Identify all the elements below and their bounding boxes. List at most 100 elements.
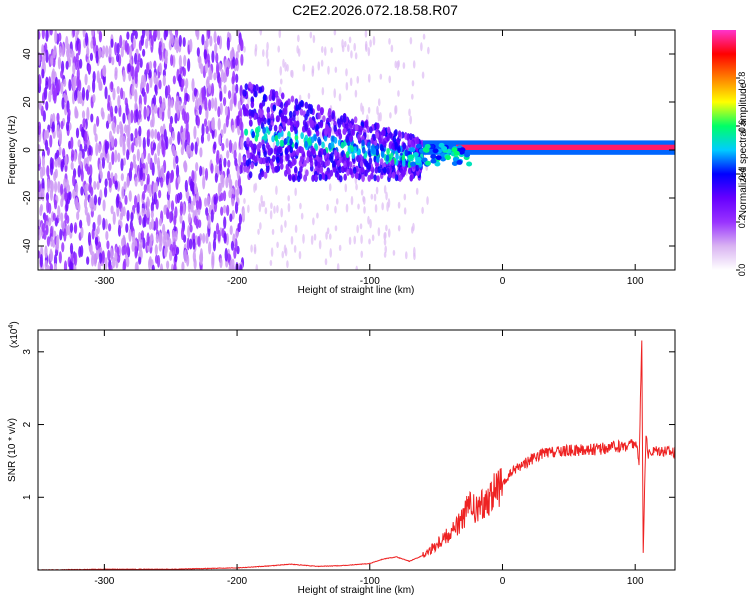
heatmap-cell	[129, 161, 134, 171]
heatmap-cell	[234, 179, 239, 188]
heatmap-cell	[198, 219, 202, 229]
heatmap-cell	[327, 65, 330, 75]
heatmap-cell	[258, 173, 262, 181]
heatmap-cell	[75, 127, 80, 139]
heatmap-cell	[116, 42, 120, 55]
heatmap-cell	[107, 101, 111, 111]
heatmap-cell	[242, 209, 246, 220]
heatmap-cell	[396, 60, 400, 71]
heatmap-cell	[65, 198, 69, 212]
heatmap-cell	[136, 201, 140, 214]
heatmap-cell	[185, 120, 189, 134]
heatmap-cell	[208, 241, 212, 255]
heatmap-cell	[43, 86, 48, 100]
heatmap-cell	[128, 190, 132, 202]
heatmap-cell	[45, 224, 49, 236]
heatmap-cell	[65, 121, 70, 132]
heatmap-cell	[323, 46, 327, 57]
heatmap-cell	[106, 152, 110, 164]
heatmap-cell	[104, 178, 108, 188]
heatmap-cell	[204, 168, 209, 181]
heatmap-cell	[250, 96, 255, 104]
heatmap-cell	[56, 112, 60, 123]
heatmap-cell	[409, 174, 413, 182]
heatmap-cell	[377, 112, 381, 122]
heatmap-cell	[284, 169, 288, 177]
heatmap-cell	[46, 199, 50, 213]
heatmap-cell	[51, 121, 55, 133]
heatmap-cell	[235, 188, 239, 202]
heatmap-cell	[182, 203, 186, 216]
heatmap-cell	[177, 131, 181, 145]
heatmap-cell	[109, 105, 114, 118]
heatmap-cell	[108, 45, 112, 58]
heatmap-cell	[245, 109, 250, 117]
heatmap-cell	[154, 104, 158, 114]
heatmap-cell	[369, 218, 372, 229]
heatmap-cell	[92, 79, 96, 93]
heatmap-cell	[93, 123, 97, 136]
heatmap-cell	[154, 153, 158, 165]
heatmap-cell	[101, 250, 105, 264]
heatmap-cell	[295, 120, 300, 128]
heatmap-cell	[316, 104, 321, 112]
heatmap-cell	[72, 62, 76, 75]
heatmap-cell	[343, 40, 347, 48]
heatmap-cell	[41, 56, 45, 67]
heatmap-cell	[360, 189, 364, 196]
heatmap-cell	[225, 138, 229, 149]
heatmap-cell	[217, 182, 222, 196]
heatmap-cell	[284, 220, 287, 228]
heatmap-cell	[38, 30, 41, 40]
heatmap-cell	[231, 198, 235, 207]
heatmap-cell	[53, 45, 57, 56]
heatmap-cell	[128, 228, 132, 242]
heatmap-cell	[214, 97, 218, 112]
heatmap-cell	[403, 193, 407, 201]
heatmap-cell	[276, 205, 279, 214]
heatmap-cell	[453, 150, 460, 156]
heatmap-cell	[107, 170, 111, 181]
heatmap-cell	[319, 166, 324, 174]
heatmap-cell	[127, 113, 132, 126]
heatmap-cell	[117, 95, 121, 108]
heatmap-cell	[219, 257, 223, 269]
heatmap-cell	[45, 30, 49, 42]
heatmap-cell	[233, 247, 237, 259]
heatmap-cell	[131, 66, 135, 80]
heatmap-cell	[229, 50, 234, 61]
heatmap-cell	[38, 125, 41, 135]
heatmap-cell	[229, 178, 233, 189]
heatmap-cell	[41, 155, 46, 168]
heatmap-cell	[57, 156, 61, 168]
heatmap-cell	[218, 157, 222, 172]
heatmap-cell	[388, 75, 392, 84]
heatmap-cell	[125, 223, 129, 233]
heatmap-cell	[463, 152, 470, 158]
heatmap-cell	[220, 173, 224, 185]
heatmap-cell	[207, 215, 211, 230]
heatmap-cell	[324, 258, 328, 266]
heatmap-cell	[170, 33, 174, 46]
heatmap-cell	[59, 228, 63, 241]
heatmap-cell	[376, 122, 380, 130]
heatmap-cell	[245, 159, 250, 167]
heatmap-cell	[214, 42, 218, 55]
heatmap-cell	[208, 99, 212, 112]
heatmap-cell	[252, 84, 257, 92]
heatmap-cell	[171, 144, 175, 156]
heatmap-cell	[244, 83, 249, 91]
heatmap-cell	[79, 219, 83, 229]
heatmap-cell	[226, 37, 230, 51]
heatmap-cell	[326, 158, 331, 166]
snr-multiplier: (x104)	[8, 321, 20, 348]
heatmap-cell	[145, 162, 149, 176]
heatmap-cell	[260, 170, 265, 178]
heatmap-cell	[385, 191, 388, 201]
heatmap-cell	[240, 53, 244, 66]
heatmap-cell	[276, 146, 281, 154]
heatmap-cell	[93, 194, 98, 206]
heatmap-cell	[294, 127, 298, 135]
heatmap-cell	[224, 105, 229, 117]
